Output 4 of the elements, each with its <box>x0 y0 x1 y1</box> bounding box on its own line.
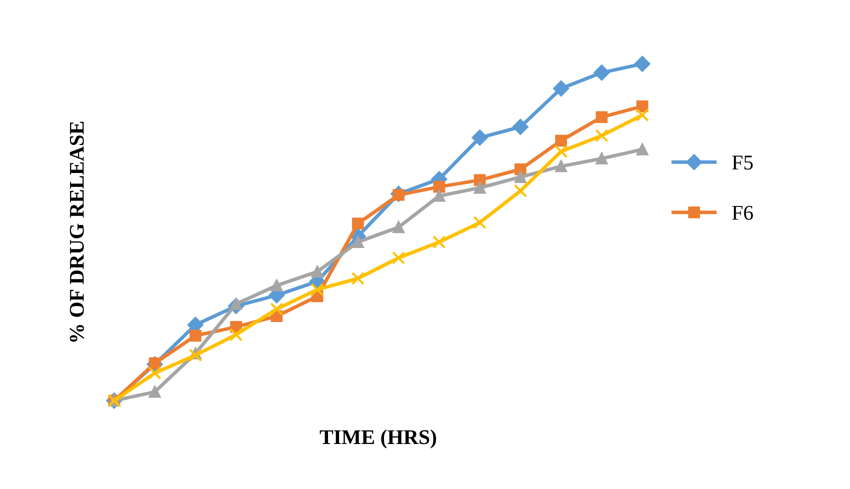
legend-label: F5 <box>732 156 753 170</box>
legend-label: F6 <box>732 206 753 220</box>
x-axis-title: TIME (HRS) <box>320 430 436 448</box>
y-axis-title: % OF DRUG RELEASE <box>70 122 84 342</box>
